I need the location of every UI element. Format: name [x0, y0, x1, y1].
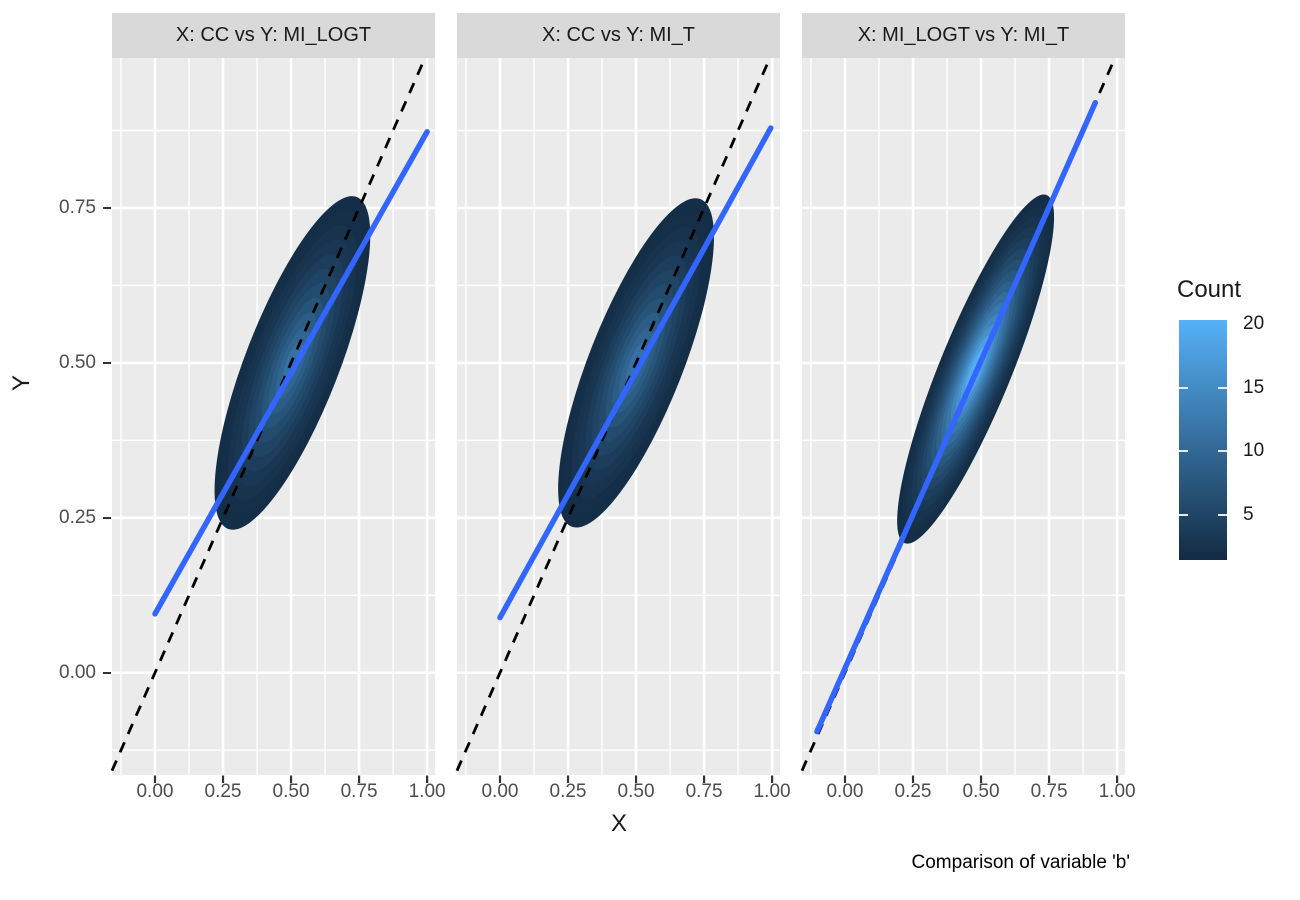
x-tick-label: 0.50 — [617, 781, 655, 802]
facet-strip: X: MI_LOGT vs Y: MI_T — [802, 13, 1125, 58]
y-tick-label: 0.75 — [59, 196, 96, 218]
smooth-line — [152, 128, 430, 617]
y-tick-mark — [103, 361, 111, 365]
colorbar-tick — [1218, 450, 1227, 453]
colorbar-tick — [1179, 386, 1188, 389]
colorbar-tick — [1179, 514, 1188, 517]
plot-caption: Comparison of variable 'b' — [911, 852, 1130, 873]
smooth-line — [814, 99, 1099, 735]
x-tick-label: 0.25 — [549, 781, 587, 802]
facet-row: X: CC vs Y: MI_LOGT 0.00 0.25 0.50 0.75 1.00 X… — [110, 13, 1136, 802]
x-tick-label: 0.50 — [272, 781, 310, 802]
x-tick-label: 0.25 — [894, 781, 932, 802]
colorbar-gradient — [1179, 320, 1227, 560]
x-tick-label: 0.00 — [481, 781, 519, 802]
colorbar-label: 5 — [1243, 504, 1254, 526]
x-tick-label: 1.00 — [753, 781, 791, 802]
colorbar-label: 15 — [1243, 376, 1265, 398]
y-tick-mark — [103, 671, 111, 675]
panel-svg — [800, 57, 1125, 783]
facet-strip: X: CC vs Y: MI_T — [457, 13, 780, 58]
x-tick-label: 0.75 — [1030, 781, 1068, 802]
x-tick-label: 0.50 — [962, 781, 1000, 802]
panel-svg — [455, 57, 780, 783]
colorbar-tick — [1218, 386, 1227, 389]
facet-panel-2: X: MI_LOGT vs Y: MI_T 0.00 0.25 0.50 0.75 1.0… — [800, 13, 1136, 802]
y-tick-mark — [103, 516, 111, 520]
x-tick-label: 1.00 — [1098, 781, 1136, 802]
facet-strip-label: X: CC vs Y: MI_T — [542, 24, 695, 46]
colorbar-tick — [1218, 514, 1227, 517]
facet-panel-0: X: CC vs Y: MI_LOGT 0.00 0.25 0.50 0.75 1.00 — [110, 13, 446, 802]
x-tick-label: 0.00 — [136, 781, 174, 802]
legend: Count 20 15 10 5 — [1177, 276, 1297, 576]
x-tick-label: 0.75 — [685, 781, 723, 802]
x-axis-title: X — [610, 810, 627, 837]
y-tick-label: 0.25 — [59, 506, 96, 528]
colorbar-tick — [1179, 450, 1188, 453]
y-tick-mark — [103, 206, 111, 210]
panel-svg — [110, 57, 435, 783]
facet-strip: X: CC vs Y: MI_LOGT — [112, 13, 435, 58]
x-tick-label: 1.00 — [408, 781, 446, 802]
facet-strip-label: X: MI_LOGT vs Y: MI_T — [857, 24, 1070, 46]
x-tick-label: 0.25 — [204, 781, 242, 802]
y-axis: 0.00 0.25 0.50 0.75 — [0, 58, 112, 775]
x-tick-label: 0.75 — [340, 781, 378, 802]
smooth-line — [497, 125, 774, 621]
y-tick-label: 0.50 — [59, 351, 96, 373]
colorbar-label: 20 — [1243, 312, 1265, 334]
facet-panel-1: X: CC vs Y: MI_T 0.00 0.25 0.50 0.75 1.00 — [455, 13, 791, 802]
legend-title: Count — [1177, 276, 1242, 303]
colorbar-label: 10 — [1243, 440, 1265, 462]
x-tick-label: 0.00 — [826, 781, 864, 802]
facet-strip-label: X: CC vs Y: MI_LOGT — [175, 24, 372, 46]
y-tick-label: 0.00 — [59, 661, 96, 683]
